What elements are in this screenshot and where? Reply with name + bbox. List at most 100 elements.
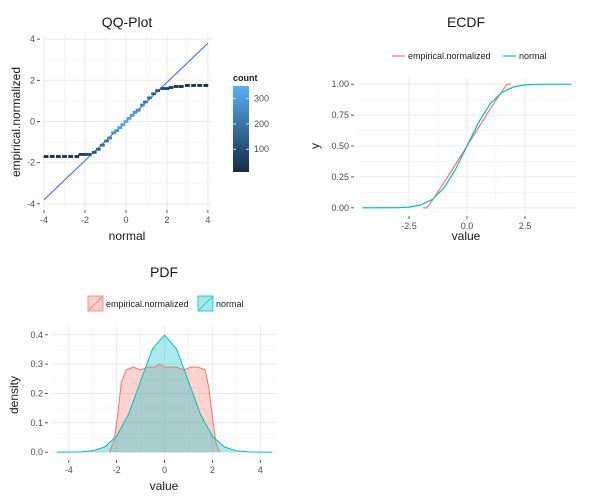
qq-point xyxy=(147,96,152,100)
qq-plot-marks xyxy=(43,42,209,201)
qq-point xyxy=(120,123,126,126)
ecdf-legend-label-normal: normal xyxy=(519,51,547,61)
pdf-panel: PDF empirical.normalized normal -4 -2 0 2 4 … xyxy=(7,264,277,493)
ecdf-y-tick-label: 0.75 xyxy=(331,110,349,120)
qq-point xyxy=(86,153,92,156)
pdf-y-tick-label: 0.3 xyxy=(30,359,43,369)
qq-point xyxy=(62,155,67,158)
qq-plot-grid xyxy=(43,35,212,208)
qq-point xyxy=(114,129,120,133)
qq-legend-title: count xyxy=(233,73,258,83)
qq-y-tick-label: 2 xyxy=(30,75,35,85)
ecdf-x-tick-label: 0.0 xyxy=(461,221,474,231)
pdf-x-ticks: -4 -2 0 2 4 xyxy=(65,460,263,475)
qq-point xyxy=(185,84,190,87)
qq-x-tick-label: 0 xyxy=(123,215,128,225)
qq-y-tick-label: 0 xyxy=(30,117,35,127)
ecdf-y-tick-label: 0.00 xyxy=(331,203,349,213)
qq-plot-x-axis-title: normal xyxy=(109,229,146,243)
ecdf-legend: empirical.normalized normal xyxy=(392,51,547,61)
qq-y-tick-label: -4 xyxy=(27,199,35,209)
qq-point xyxy=(139,103,145,107)
qq-point xyxy=(168,86,174,89)
qq-plot-legend: count 300 200 100 xyxy=(233,73,269,172)
qq-x-tick-label: 2 xyxy=(164,215,169,225)
qq-point xyxy=(164,87,170,90)
qq-x-tick-label: -4 xyxy=(40,215,48,225)
qq-point xyxy=(135,108,141,112)
pdf-legend-label-empirical: empirical.normalized xyxy=(106,299,189,309)
pdf-x-tick-label: -4 xyxy=(65,465,73,475)
qq-point xyxy=(126,117,132,120)
ecdf-y-tick-label: 0.50 xyxy=(331,141,349,151)
qq-plot-y-axis-title: empirical.normalized xyxy=(9,67,23,177)
qq-plot-y-ticks: -4 -2 0 2 4 xyxy=(27,34,40,209)
pdf-legend-key-normal-slash xyxy=(198,296,213,311)
qq-point xyxy=(155,89,161,93)
qq-point xyxy=(68,155,74,158)
qq-point xyxy=(129,113,135,117)
pdf-y-tick-label: 0.4 xyxy=(30,330,43,340)
qq-plot-x-ticks: -4 -2 0 2 4 xyxy=(40,210,210,225)
qq-point xyxy=(91,150,97,154)
ecdf-title: ECDF xyxy=(447,14,485,30)
qq-point xyxy=(191,84,196,87)
qq-point xyxy=(160,87,166,90)
pdf-area-empirical xyxy=(109,364,220,453)
qq-point xyxy=(203,84,209,87)
qq-legend-tick-label: 200 xyxy=(254,119,269,129)
qq-point xyxy=(82,153,88,156)
pdf-x-tick-label: 4 xyxy=(258,465,263,475)
qq-y-tick-label: 4 xyxy=(30,34,35,44)
qq-point xyxy=(178,85,184,88)
qq-point xyxy=(74,155,80,158)
ecdf-series-line-normal xyxy=(362,83,572,209)
qq-point xyxy=(95,147,101,151)
qq-point xyxy=(99,143,105,147)
pdf-x-tick-label: -2 xyxy=(113,465,121,475)
pdf-outline-normal xyxy=(56,334,273,453)
qq-point xyxy=(104,139,109,143)
ecdf-y-tick-label: 0.25 xyxy=(331,172,349,182)
qq-legend-colorbar xyxy=(233,86,249,172)
ecdf-y-axis-title: y xyxy=(308,143,322,149)
qq-legend-tick-label: 100 xyxy=(254,144,269,154)
qq-x-tick-label: 4 xyxy=(205,215,210,225)
pdf-x-tick-label: 2 xyxy=(210,465,215,475)
qq-point xyxy=(117,126,123,130)
pdf-legend: empirical.normalized normal xyxy=(87,295,244,312)
qq-point xyxy=(55,155,61,158)
qq-x-tick-label: -2 xyxy=(81,215,89,225)
ecdf-x-tick-label: 2.5 xyxy=(519,221,532,231)
ecdf-legend-label-empirical: empirical.normalized xyxy=(408,51,491,61)
qq-point xyxy=(49,155,55,158)
qq-point xyxy=(173,85,179,88)
ecdf-marks xyxy=(362,83,572,209)
pdf-y-tick-label: 0.2 xyxy=(30,388,43,398)
pdf-title: PDF xyxy=(150,264,178,280)
pdf-marks xyxy=(56,334,273,453)
pdf-y-tick-label: 0.0 xyxy=(30,447,43,457)
qq-y-tick-label: -2 xyxy=(27,158,35,168)
qq-point xyxy=(132,110,138,114)
pdf-outline-empirical xyxy=(108,363,221,453)
pdf-legend-key-empirical-slash xyxy=(88,296,103,311)
qq-point xyxy=(123,120,129,123)
ecdf-y-ticks: 0.00 0.25 0.50 0.75 1.00 xyxy=(331,79,354,213)
qq-point xyxy=(111,131,117,135)
qq-legend-tick-label: 300 xyxy=(254,94,269,104)
qq-plot-panel: QQ-Plot -4 -2 0 2 4 -4 -2 0 2 4 normal empirical… xyxy=(9,14,269,243)
ecdf-x-ticks: -2.5 0.0 2.5 xyxy=(401,216,531,231)
qq-point xyxy=(197,84,203,87)
pdf-y-axis-title: density xyxy=(7,376,21,414)
qq-point xyxy=(107,136,112,140)
qq-plot-title: QQ-Plot xyxy=(102,14,153,30)
ecdf-x-tick-label: -2.5 xyxy=(401,221,417,231)
qq-point xyxy=(78,153,84,156)
pdf-x-axis-title: value xyxy=(150,479,179,493)
qq-legend-ticks: 300 200 100 xyxy=(233,94,269,154)
ecdf-x-axis-title: value xyxy=(452,229,481,243)
qq-point xyxy=(43,155,49,158)
ecdf-panel: ECDF empirical.normalized normal -2.5 0.0… xyxy=(308,14,576,243)
pdf-y-tick-label: 0.1 xyxy=(30,418,43,428)
